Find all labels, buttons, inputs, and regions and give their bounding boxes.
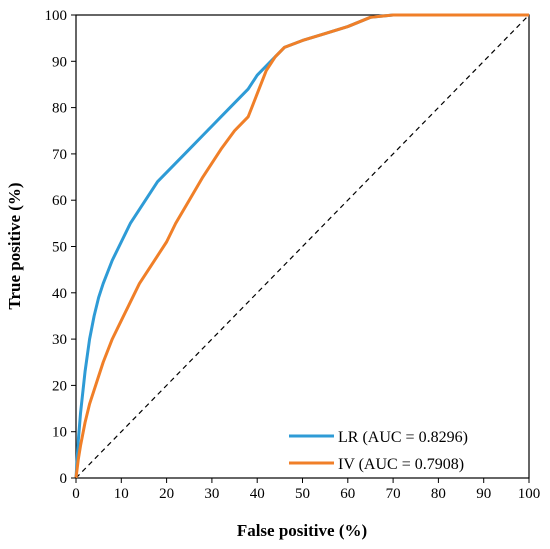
legend-label-lr: LR (AUC = 0.8296) [338, 429, 468, 446]
tick-labels: 0 10 20 30 40 50 60 70 80 90 100 0 10 20 30 40 50 60 70 80 9… [45, 8, 541, 502]
reference-diagonal-line [75, 14, 530, 479]
x-tick-label: 60 [340, 486, 355, 502]
x-tick-label: 10 [114, 486, 129, 502]
y-tick-label: 0 [60, 471, 68, 487]
y-axis-title: True positive (%) [5, 182, 24, 309]
y-tick-label: 80 [52, 101, 67, 117]
plot-area [75, 14, 530, 479]
y-tick-label: 20 [52, 378, 67, 394]
x-tick-label: 100 [518, 486, 541, 502]
legend: LR (AUC = 0.8296) IV (AUC = 0.7908) [289, 429, 468, 473]
x-tick-label: 20 [159, 486, 174, 502]
x-tick-label: 40 [250, 486, 265, 502]
x-tick-label: 30 [204, 486, 219, 502]
legend-label-iv: IV (AUC = 0.7908) [338, 456, 464, 473]
x-axis-title: False positive (%) [237, 521, 367, 540]
axes-layer [71, 14, 530, 483]
x-tick-label: 90 [476, 486, 491, 502]
y-tick-label: 90 [52, 54, 67, 70]
x-tick-label: 50 [295, 486, 310, 502]
x-tick-label: 70 [386, 486, 401, 502]
series-line-iv [74, 13, 529, 479]
x-tick-label: 80 [431, 486, 446, 502]
x-tick-label: 0 [72, 486, 80, 502]
y-tick-label: 30 [52, 332, 67, 348]
y-tick-label: 70 [52, 147, 67, 163]
y-tick-label: 50 [52, 240, 67, 256]
y-tick-label: 40 [52, 286, 67, 302]
series-layer [74, 13, 529, 479]
y-tick-label: 60 [52, 193, 67, 209]
y-tick-label: 100 [45, 8, 68, 24]
y-tick-label: 10 [52, 425, 67, 441]
